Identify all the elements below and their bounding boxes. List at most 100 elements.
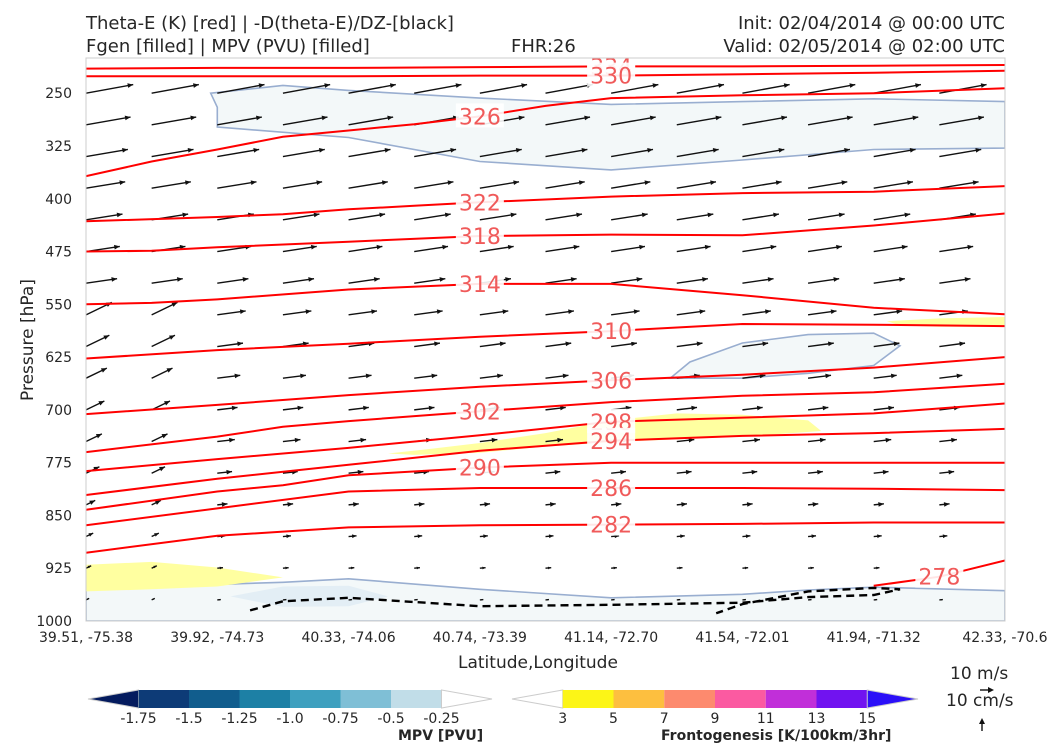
wind-arrow-head (161, 433, 168, 439)
wind-arrow-head (510, 212, 517, 218)
y-tick-label: 1000 (36, 614, 72, 630)
contour-label-bg (587, 427, 636, 452)
wind-arrow-head (775, 180, 782, 185)
wind-arrow-head (809, 598, 812, 601)
wind-arrow-head (182, 212, 189, 218)
wind-arrow-head (389, 83, 396, 88)
wind-arrow-head (381, 180, 388, 185)
theta-e-line (86, 185, 1005, 223)
wind-arrow-shaft (282, 116, 328, 126)
wind-arrow-head (379, 212, 386, 218)
contour-label: 326 (459, 105, 501, 130)
contour-label: 306 (590, 369, 632, 394)
wind-arrow-head (849, 83, 856, 88)
colorbar-fgen-segment (562, 690, 614, 708)
wind-arrow-shaft (86, 116, 131, 126)
wind-arrow-head (578, 180, 585, 185)
wind-arrow-head (707, 212, 714, 218)
wind-arrow-shaft (217, 245, 252, 253)
wind-arrow-head (679, 566, 683, 570)
wind-arrow-head (168, 335, 175, 340)
wind-arrow-shaft (545, 83, 593, 94)
y-tick-label: 625 (45, 350, 72, 366)
wind-arrow-shaft (545, 148, 588, 158)
wind-arrow-head (193, 83, 199, 88)
wind-arrow-head (185, 180, 191, 185)
wind-arrow-head (518, 115, 525, 121)
wind-arrow-head (876, 566, 880, 570)
contour-label-bg (587, 474, 636, 499)
valid-time: Valid: 02/05/2014 @ 02:00 UTC (723, 36, 1005, 57)
theta-e-line (86, 402, 1005, 473)
wind-arrow-shaft (151, 148, 194, 158)
wind-arrow-head (253, 148, 260, 153)
wind-arrow-head (765, 309, 771, 314)
wind-arrow-head (715, 115, 722, 121)
wind-arrow-head (119, 180, 126, 185)
wind-arrow-head (909, 148, 916, 153)
colorbar-mpv-segment (290, 690, 341, 708)
wind-arrow-head (615, 502, 622, 507)
wind-arrow-head (415, 598, 418, 601)
colorbar-fgen-tick: 3 (558, 711, 567, 727)
wind-arrow-shaft (348, 245, 383, 253)
wind-arrow-head (836, 244, 842, 250)
wind-arrow-head (484, 502, 491, 507)
contour-label-bg (455, 270, 504, 295)
wind-arrow-shaft (873, 116, 919, 126)
vector-key-w-label: 10 cm/s (946, 691, 1014, 711)
wind-arrow-head (434, 341, 440, 347)
wind-arrow-head (154, 500, 161, 505)
colorbar-mpv-tick: -1.0 (276, 711, 303, 727)
wind-arrow-head (297, 405, 304, 411)
wind-arrow-shaft (742, 245, 777, 253)
wind-arrow-head (505, 277, 511, 282)
wind-arrow-head (562, 373, 569, 379)
wind-arrow-head (166, 368, 173, 373)
wind-arrow-shaft (742, 181, 782, 189)
wind-arrow-shaft (479, 245, 514, 253)
wind-arrow-head (176, 277, 183, 282)
wind-arrow-head (363, 405, 369, 411)
wind-arrow-head (444, 212, 451, 218)
wind-arrow-head (833, 277, 840, 282)
wind-arrow-head (890, 373, 897, 379)
colorbars: -1.75 -1.5 -1.25 -1.0 -0.75 -0.5 -0.25 3 5 7 9 11 13… (87, 687, 994, 731)
wind-arrow-head (959, 341, 966, 347)
y-tick-label: 250 (45, 86, 72, 102)
wind-arrow-head (285, 566, 289, 570)
wind-arrow-head (743, 598, 746, 601)
wind-arrow-head (896, 309, 903, 314)
wind-arrow-shaft (348, 116, 394, 126)
wind-arrow-head (218, 598, 221, 601)
wind-arrow-head (482, 566, 486, 570)
wind-arrow-head (483, 534, 488, 539)
wind-arrow-head (89, 500, 96, 505)
wind-arrow-head (565, 341, 572, 347)
plot-frame (85, 57, 1006, 622)
colorbar-mpv-segment (189, 690, 240, 708)
wind-arrow-head (310, 244, 317, 250)
colorbar-mpv-segment (391, 690, 442, 708)
wind-arrow-head (875, 598, 878, 601)
wind-arrow-head (943, 502, 950, 507)
wind-arrow-head (436, 309, 443, 314)
colorbar-mpv-segment (87, 689, 139, 709)
colorbar-fgen-tick: 5 (609, 711, 618, 727)
wind-arrow-head (841, 180, 848, 185)
wind-arrow-head (548, 534, 554, 539)
colorbar-mpv-label: MPV [PVU] (398, 728, 484, 744)
wind-arrow-head (497, 373, 503, 379)
x-tick-label: 39.51, -75.38 (39, 630, 133, 646)
wind-arrow-head (754, 437, 760, 443)
wind-arrow-head (681, 502, 687, 507)
wind-arrow-head (447, 180, 454, 185)
wind-arrow-head (114, 244, 120, 250)
wind-arrow-head (122, 148, 128, 153)
wind-arrow-shaft (479, 181, 520, 189)
y-tick-label: 400 (45, 192, 72, 208)
wind-arrow-head (612, 598, 615, 601)
wind-arrow-shaft (611, 83, 659, 94)
wind-arrow-head (901, 244, 908, 250)
y-tick-label: 700 (45, 403, 72, 419)
